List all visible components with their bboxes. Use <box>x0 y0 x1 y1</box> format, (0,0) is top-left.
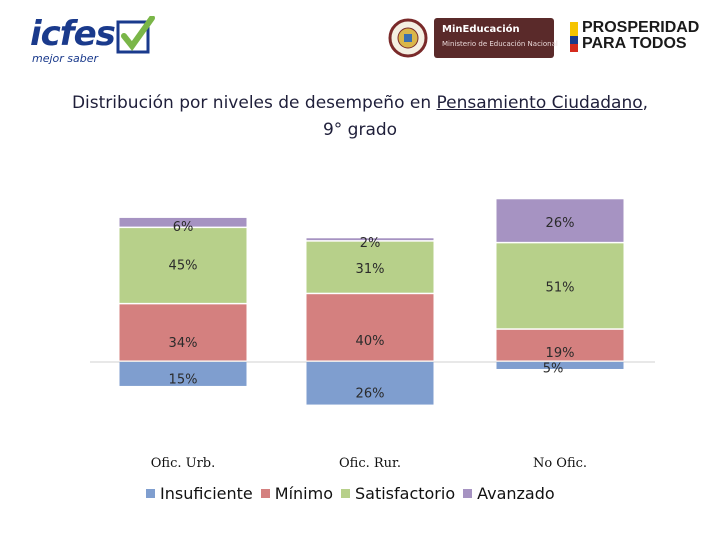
icfes-logo: icfes mejor saber <box>30 14 160 68</box>
bar-segment-mínimo-2 <box>306 294 434 361</box>
bar-segment-satisfactorio-1 <box>119 228 247 303</box>
chart-legend: Insuficiente Mínimo Satisfactorio Avanzado <box>146 482 563 504</box>
data-label: 26% <box>546 216 575 231</box>
bar-segment-mínimo-1 <box>119 304 247 361</box>
chart-title: Distribución por niveles de desempeño en… <box>60 90 660 144</box>
bar-segment-avanzado-3 <box>496 199 624 242</box>
category-label: Ofic. Rur. <box>339 456 401 471</box>
data-label: 6% <box>173 220 194 235</box>
legend-item: Satisfactorio <box>340 483 456 503</box>
legend-item: Avanzado <box>463 484 555 503</box>
check-mark-icon <box>116 16 155 54</box>
bar-segment-avanzado-2 <box>306 238 434 241</box>
chart-title-part2: , 9° grado <box>322 93 649 140</box>
legend-label: Mínimo <box>274 483 333 503</box>
data-label: 34% <box>169 336 198 351</box>
legend-item: Mínimo <box>260 483 333 503</box>
legend-label: Insuficiente <box>160 483 253 503</box>
bar-segment-satisfactorio-2 <box>306 241 434 293</box>
legend-label: Satisfactorio <box>354 483 456 503</box>
bar-segment-mínimo-3 <box>496 329 624 361</box>
data-label: 5% <box>543 361 564 376</box>
data-label: 15% <box>169 372 198 387</box>
legend-swatch <box>260 488 270 498</box>
prosperity-logo: PROSPERIDAD PARA TODOS <box>570 20 699 56</box>
prosperity-line1: PROSPERIDAD <box>582 19 700 36</box>
bar-segment-insuficiente-1 <box>119 362 247 386</box>
legend-swatch <box>146 488 155 498</box>
ministry-subtitle: Ministerio de Educación Nacional <box>442 40 558 48</box>
prosperity-line2: PARA TODOS <box>582 35 687 52</box>
flag-bars-icon <box>570 22 578 52</box>
category-label: No Ofic. <box>533 456 587 471</box>
bar-segment-insuficiente-2 <box>306 362 434 405</box>
data-label: 51% <box>546 281 575 296</box>
chart-title-part1: Distribución por niveles de desempeño en <box>71 93 437 113</box>
category-label: Ofic. Urb. <box>151 456 216 471</box>
legend-swatch <box>340 488 350 498</box>
chart-title-underlined: Pensamiento Ciudadano <box>436 93 643 113</box>
bar-segment-insuficiente-3 <box>496 362 624 369</box>
legend-item: Insuficiente <box>146 484 253 503</box>
ministry-banner: MinEducación Ministerio de Educación Nac… <box>434 18 558 58</box>
icfes-tagline: mejor saber <box>32 52 99 65</box>
ministry-name: MinEducación <box>442 24 520 35</box>
legend-label: Avanzado <box>477 483 555 503</box>
data-label: 26% <box>356 386 385 401</box>
data-label: 40% <box>356 334 385 349</box>
ministry-logo: MinEducación Ministerio de Educación Nac… <box>388 18 558 58</box>
colombia-seal-icon <box>388 18 428 58</box>
data-label: 2% <box>360 236 381 251</box>
bar-segment-satisfactorio-3 <box>496 243 624 329</box>
bar-segment-avanzado-1 <box>119 217 247 227</box>
icfes-logo-text: icfes <box>30 14 116 54</box>
data-label: 19% <box>546 346 575 361</box>
data-label: 45% <box>169 258 198 273</box>
legend-swatch <box>463 488 473 498</box>
data-label: 31% <box>356 262 385 277</box>
